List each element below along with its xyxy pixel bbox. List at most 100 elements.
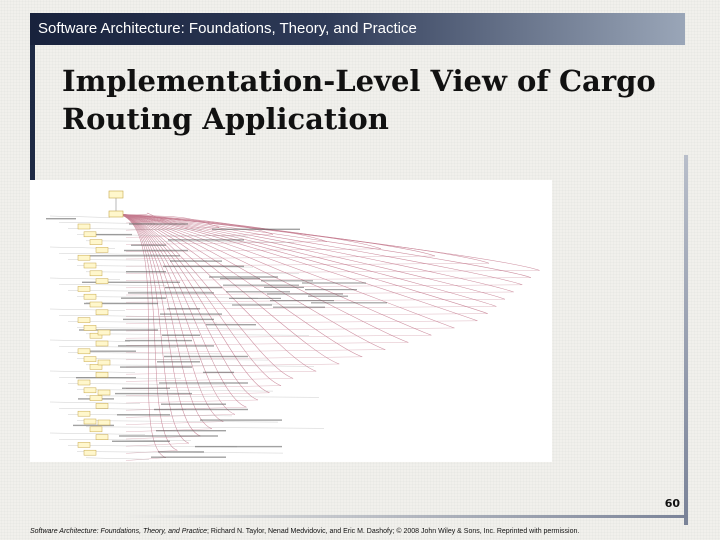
graph-label-mark (212, 228, 300, 230)
graph-edge (67, 352, 223, 355)
graph-label-mark (161, 403, 226, 405)
graph-label-mark (165, 286, 222, 289)
page-number: 60 (664, 497, 680, 510)
graph-edge (49, 432, 146, 435)
graph-edge (125, 406, 247, 411)
graph-node (89, 239, 103, 245)
graph-edge (125, 421, 224, 425)
architecture-graph (46, 190, 540, 461)
graph-edge (125, 442, 189, 447)
graph-node (89, 395, 103, 401)
graph-node (97, 419, 111, 426)
graph-label-mark (123, 318, 214, 321)
header-bar: Software Architecture: Foundations, Theo… (30, 13, 685, 45)
graph-label-mark (128, 292, 214, 294)
graph-edge (115, 213, 478, 322)
graph-node (95, 278, 109, 284)
graph-node (77, 317, 91, 323)
graph-edge (85, 426, 325, 429)
graph-node (77, 223, 91, 230)
graph-node (83, 293, 97, 300)
graph-node (89, 301, 103, 308)
graph-label-mark (229, 297, 281, 299)
graph-edge (76, 327, 264, 330)
right-accent-bar (684, 155, 688, 525)
graph-edge (125, 241, 328, 245)
graph-node (95, 434, 109, 440)
graph-label-mark (84, 302, 158, 305)
graph-edge (125, 392, 270, 397)
graph-edge (49, 308, 126, 311)
graph-node (77, 348, 91, 355)
graph-edge (58, 253, 162, 255)
graph-root-node (108, 190, 124, 199)
graph-label-mark (82, 281, 180, 283)
graph-node (77, 442, 91, 448)
graph-edge (125, 342, 409, 346)
graph-node (97, 389, 111, 396)
graph-label-mark (311, 302, 387, 304)
graph-node (95, 403, 109, 409)
graph-edge (125, 270, 540, 274)
graph-label-mark (209, 276, 278, 278)
graph-label-mark (87, 255, 180, 257)
graph-edge (85, 457, 150, 460)
graph-label-mark (118, 345, 214, 347)
graph-label-mark (119, 435, 218, 437)
graph-label-mark (115, 392, 192, 395)
graph-node (83, 387, 97, 394)
graph-edge (125, 313, 488, 317)
graph-label-mark (156, 430, 226, 432)
graph-label-mark (120, 366, 192, 368)
graph-label-mark (46, 218, 76, 220)
graph-edge (115, 213, 317, 372)
course-title: Software Architecture: Foundations, Theo… (38, 20, 417, 37)
graph-edge (67, 228, 203, 231)
graph-label-mark (206, 324, 256, 326)
graph-node (97, 359, 111, 366)
graph-node (83, 325, 97, 331)
graph-edge (115, 213, 497, 307)
graph-edge (85, 395, 320, 398)
graph-node (83, 262, 97, 269)
graph-label-mark (160, 313, 222, 315)
graph-label-mark (157, 361, 200, 363)
graph-node (89, 426, 103, 433)
graph-edge (125, 248, 382, 253)
left-accent-bar (30, 45, 35, 180)
graph-edge (76, 358, 269, 361)
graph-node (95, 340, 109, 347)
graph-label-mark (226, 291, 290, 293)
graph-label-mark (112, 440, 170, 442)
graph-label-mark (85, 233, 132, 236)
graph-label-mark (76, 377, 136, 379)
graph-edge (49, 215, 111, 218)
graph-label-mark (267, 293, 343, 295)
graph-edge (125, 349, 386, 353)
graph-edge (58, 315, 172, 317)
graph-edge (67, 383, 228, 386)
graph-label-mark (162, 334, 200, 336)
graph-label-mark (164, 355, 248, 358)
graph-node (77, 379, 91, 386)
graph-edge (58, 439, 192, 441)
graph-edge (49, 370, 136, 373)
graph-node (77, 410, 91, 417)
graph-label-mark (129, 223, 188, 225)
graph-node (77, 254, 91, 261)
graph-edge (85, 240, 295, 243)
graph-label-mark (124, 249, 188, 252)
slide-title-line-2: Routing Application (62, 102, 389, 136)
graph-edge (85, 271, 300, 274)
graph-label-mark (159, 382, 248, 384)
graph-node (95, 247, 109, 253)
graph-label-mark (125, 339, 192, 342)
graph-edge (125, 320, 478, 325)
graph-edge (125, 334, 432, 339)
slide-title-line-1: Implementation-Level View of Cargo (62, 64, 656, 98)
graph-edge (125, 277, 531, 281)
graph-edge (115, 213, 270, 394)
graph-edge (125, 414, 235, 418)
graph-edge (76, 296, 259, 299)
graph-label-mark (163, 265, 244, 268)
